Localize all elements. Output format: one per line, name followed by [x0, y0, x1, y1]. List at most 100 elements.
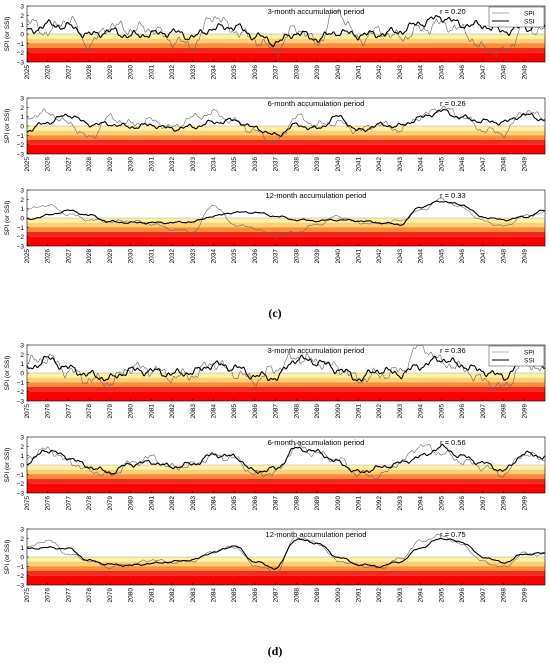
y-tick-label: 1: [20, 453, 24, 460]
drought-band-3: [27, 382, 545, 387]
x-tick-label: 2097: [480, 496, 487, 511]
x-tick-label: 2049: [521, 249, 528, 264]
x-tick-label: 2099: [521, 404, 528, 419]
correlation-annotation: r = 0.56: [440, 438, 466, 447]
x-tick-label: 2049: [521, 157, 528, 172]
series-line-spi: [26, 345, 546, 391]
y-tick-label: −3: [17, 60, 25, 67]
x-tick-label: 2028: [86, 157, 93, 172]
x-tick-label: 2079: [107, 496, 114, 511]
y-tick-label: 2: [20, 444, 24, 451]
x-tick-label: 2032: [169, 157, 176, 172]
x-tick-label: 2036: [252, 249, 259, 264]
y-tick-label: 3: [20, 435, 24, 442]
panel-label-d: (d): [267, 644, 283, 658]
x-tick-label: 2083: [190, 588, 197, 603]
x-tick-label: 2099: [521, 588, 528, 603]
x-tick-label: 2094: [418, 496, 425, 511]
x-tick-label: 2099: [521, 496, 528, 511]
subplot-title: 12-month accumulation period: [266, 530, 367, 539]
drought-band-4: [27, 140, 545, 145]
x-tick-label: 2097: [480, 588, 487, 603]
y-tick-label: −2: [17, 573, 25, 580]
x-tick-label: 2081: [148, 404, 155, 419]
drought-band-1: [27, 126, 545, 131]
x-tick-label: 2034: [210, 249, 217, 264]
x-tick-label: 2096: [459, 496, 466, 511]
x-tick-label: 2048: [501, 157, 508, 172]
drought-band-3: [27, 43, 545, 48]
x-tick-label: 2084: [210, 588, 217, 603]
x-tick-label: 2025: [24, 249, 31, 264]
x-tick-label: 2090: [335, 496, 342, 511]
x-tick-label: 2092: [376, 496, 383, 511]
correlation-annotation: r = 0.75: [440, 530, 466, 539]
x-tick-label: 2081: [148, 496, 155, 511]
x-tick-label: 2075: [24, 496, 31, 511]
x-tick-label: 2086: [252, 496, 259, 511]
x-tick-label: 2036: [252, 157, 259, 172]
x-tick-label: 2075: [24, 588, 31, 603]
x-tick-label: 2038: [293, 249, 300, 264]
x-tick-label: 2040: [335, 157, 342, 172]
series-line-spi: [26, 197, 546, 239]
x-tick-label: 2039: [314, 249, 321, 264]
series-line-spi: [26, 105, 546, 145]
y-tick-label: 0: [20, 555, 24, 562]
x-tick-label: 2095: [438, 588, 445, 603]
x-tick-label: 2033: [190, 249, 197, 264]
drought-band-2: [27, 377, 545, 383]
drought-band-5: [27, 144, 545, 154]
x-tick-label: 2094: [418, 404, 425, 419]
drought-band-4: [27, 479, 545, 484]
subplot-title: 6-month accumulation period: [268, 99, 365, 108]
x-tick-label: 2086: [252, 588, 259, 603]
x-tick-label: 2097: [480, 404, 487, 419]
x-tick-label: 2028: [86, 65, 93, 80]
y-tick-label: −2: [17, 234, 25, 241]
x-tick-label: 2094: [418, 588, 425, 603]
x-tick-label: 2088: [293, 404, 300, 419]
x-tick-label: 2040: [335, 65, 342, 80]
drought-band-1: [27, 34, 545, 39]
x-tick-label: 2077: [65, 404, 72, 419]
y-tick-label: 3: [20, 343, 24, 350]
legend-entry: SSI: [524, 358, 535, 365]
x-tick-label: 2026: [45, 65, 52, 80]
legend-entry: SSI: [524, 19, 535, 26]
drought-band-3: [27, 135, 545, 140]
y-tick-label: 1: [20, 114, 24, 121]
drought-band-5: [27, 483, 545, 493]
x-tick-label: 2093: [397, 404, 404, 419]
x-tick-label: 2087: [273, 404, 280, 419]
x-tick-label: 2098: [501, 496, 508, 511]
y-tick-label: 2: [20, 197, 24, 204]
x-tick-label: 2085: [231, 588, 238, 603]
series-line-spi: [26, 8, 546, 58]
x-tick-label: 2025: [24, 157, 31, 172]
x-tick-label: 2084: [210, 404, 217, 419]
x-tick-label: 2046: [459, 157, 466, 172]
x-tick-label: 2096: [459, 404, 466, 419]
x-tick-label: 2091: [356, 496, 363, 511]
y-axis-label: SPI (or SSI): [4, 109, 11, 144]
x-tick-label: 2095: [438, 496, 445, 511]
x-tick-label: 2033: [190, 157, 197, 172]
y-tick-label: 2: [20, 105, 24, 112]
x-tick-label: 2027: [65, 65, 72, 80]
x-tick-label: 2029: [107, 157, 114, 172]
x-tick-label: 2045: [438, 249, 445, 264]
x-tick-label: 2089: [314, 496, 321, 511]
x-tick-label: 2030: [128, 65, 135, 80]
drought-band-2: [27, 469, 545, 475]
x-tick-label: 2092: [376, 404, 383, 419]
x-tick-label: 2075: [24, 404, 31, 419]
x-tick-label: 2047: [480, 157, 487, 172]
x-tick-label: 2077: [65, 588, 72, 603]
x-tick-label: 2030: [128, 157, 135, 172]
y-axis-label: SPI (or SSI): [4, 201, 11, 236]
x-tick-label: 2044: [418, 249, 425, 264]
